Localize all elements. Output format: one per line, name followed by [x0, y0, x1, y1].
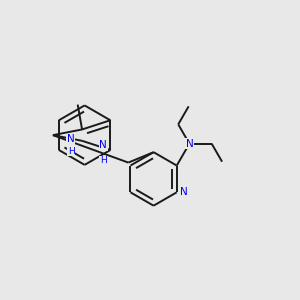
Text: N: N	[67, 134, 75, 144]
Text: H: H	[100, 156, 106, 165]
Text: N: N	[99, 140, 107, 151]
Text: H: H	[68, 147, 75, 156]
Text: N: N	[180, 187, 188, 197]
Text: N: N	[185, 139, 193, 149]
